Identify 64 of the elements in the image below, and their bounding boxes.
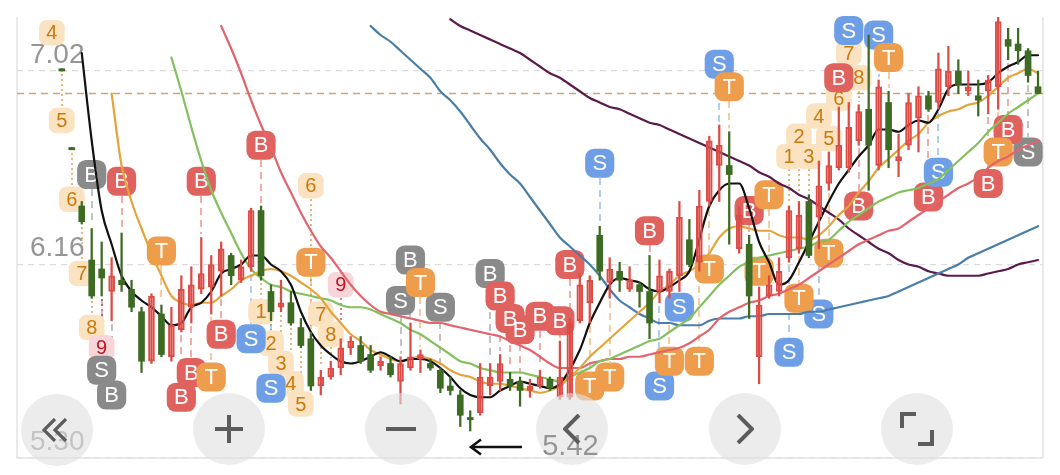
series-label: 7 (315, 302, 327, 325)
text: 6 (305, 174, 317, 197)
data-label: B (642, 217, 657, 243)
text: 8 (86, 316, 98, 339)
y-tick-label: 6.16 (30, 231, 85, 263)
data-label: B (174, 384, 189, 410)
data-label: B (482, 260, 498, 286)
data-label: T (154, 238, 169, 264)
data-label: T (792, 285, 806, 311)
data-label: S (592, 150, 608, 176)
data-label: S (672, 294, 687, 320)
data-label: B (213, 321, 229, 347)
data-label: B (193, 168, 209, 194)
text: 6 (66, 187, 78, 210)
data-label: T (822, 240, 836, 266)
data-label: T (204, 364, 218, 390)
series-label: 3 (803, 145, 815, 168)
text: 3 (275, 352, 287, 375)
text: 2 (265, 331, 277, 354)
data-label: B (532, 303, 548, 329)
data-label: S (433, 294, 448, 320)
data-label: S (94, 357, 110, 383)
text: 4 (46, 21, 58, 44)
text: 1 (255, 300, 267, 323)
data-label: T (762, 181, 776, 207)
data-label: B (831, 64, 847, 90)
data-label: B (552, 307, 568, 333)
data-label: B (1000, 116, 1016, 142)
series-label: 1 (783, 145, 795, 168)
data-label: B (851, 193, 867, 219)
data-label: B (980, 170, 996, 196)
data-label: B (562, 251, 578, 277)
text: 8 (853, 66, 865, 89)
data-label: B (492, 283, 508, 309)
text: 4 (285, 372, 297, 395)
data-label: B (921, 184, 936, 210)
data-label: S (841, 17, 857, 43)
data-label: T (662, 348, 677, 374)
data-label: S (811, 301, 827, 327)
text: 7 (76, 262, 88, 285)
data-label: T (583, 373, 597, 399)
data-label: T (752, 258, 766, 284)
data-label: T (602, 364, 617, 390)
data-label: T (692, 348, 707, 374)
data-label: S (652, 373, 667, 399)
text: 9 (335, 273, 347, 296)
data-label: S (393, 287, 408, 313)
data-label: T (991, 139, 1005, 165)
data-label: S (263, 375, 279, 401)
text: 7 (843, 41, 855, 64)
data-label: S (781, 339, 797, 365)
data-label: B (183, 359, 199, 385)
series-label: 9 (96, 336, 108, 359)
series-label: 8 (325, 322, 337, 345)
series-label: 5 (295, 392, 307, 415)
series-label: 4 (813, 104, 825, 127)
data-label: B (253, 132, 269, 158)
data-label: T (702, 256, 717, 282)
data-label: T (304, 249, 318, 275)
data-label: B (104, 382, 119, 408)
series-label: 2 (793, 124, 805, 147)
text: 5 (823, 127, 835, 150)
text: 5 (56, 109, 68, 132)
data-label: S (243, 325, 259, 351)
